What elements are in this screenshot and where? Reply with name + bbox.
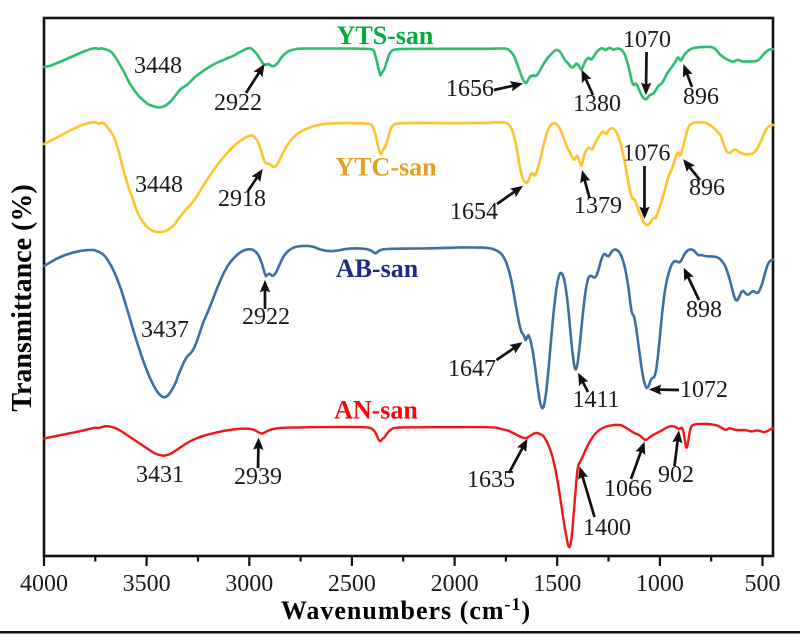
svg-text:4000: 4000 <box>20 571 68 597</box>
svg-text:3500: 3500 <box>123 571 171 597</box>
svg-text:1380: 1380 <box>573 91 621 117</box>
svg-text:1654: 1654 <box>450 199 498 225</box>
svg-text:1656: 1656 <box>446 76 494 102</box>
svg-text:2500: 2500 <box>328 571 376 597</box>
svg-text:1072: 1072 <box>680 377 728 403</box>
svg-text:2922: 2922 <box>214 90 262 116</box>
svg-text:500: 500 <box>745 571 781 597</box>
svg-text:AB-san: AB-san <box>336 254 419 283</box>
svg-text:902: 902 <box>658 462 694 488</box>
svg-text:1076: 1076 <box>623 141 671 167</box>
svg-text:1066: 1066 <box>604 476 652 502</box>
svg-text:1635: 1635 <box>467 467 515 493</box>
svg-text:2000: 2000 <box>431 571 479 597</box>
svg-text:1500: 1500 <box>533 571 581 597</box>
svg-text:898: 898 <box>686 297 722 323</box>
svg-text:3431: 3431 <box>136 462 184 488</box>
svg-text:YTC-san: YTC-san <box>335 153 437 182</box>
svg-text:3448: 3448 <box>134 53 182 79</box>
svg-text:2918: 2918 <box>218 186 266 212</box>
svg-text:3000: 3000 <box>225 571 273 597</box>
svg-text:AN-san: AN-san <box>334 396 418 425</box>
svg-text:1411: 1411 <box>572 387 619 413</box>
svg-text:1000: 1000 <box>636 571 684 597</box>
svg-text:1379: 1379 <box>574 193 622 219</box>
svg-text:1070: 1070 <box>623 27 671 53</box>
svg-text:3448: 3448 <box>135 172 183 198</box>
svg-text:1400: 1400 <box>583 515 631 541</box>
svg-text:896: 896 <box>689 175 725 201</box>
svg-text:YTS-san: YTS-san <box>337 21 434 50</box>
svg-text:3437: 3437 <box>141 317 189 343</box>
svg-text:2939: 2939 <box>234 464 282 490</box>
svg-text:Transmittance (%): Transmittance (%) <box>7 184 38 411</box>
svg-text:1647: 1647 <box>448 356 496 382</box>
svg-text:896: 896 <box>683 84 719 110</box>
svg-text:Wavenumbers (cm-1): Wavenumbers (cm-1) <box>281 594 531 625</box>
